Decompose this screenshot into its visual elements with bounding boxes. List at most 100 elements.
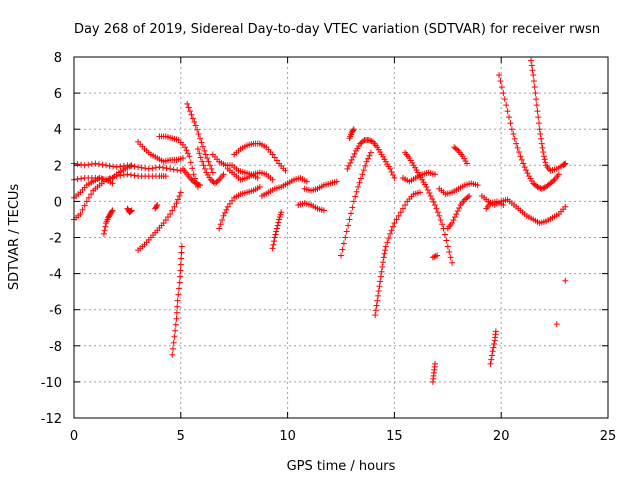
- data-point: [531, 84, 538, 91]
- series-arc-k: [169, 243, 185, 358]
- data-point: [373, 302, 380, 309]
- data-point: [464, 194, 471, 201]
- data-point: [380, 254, 387, 261]
- data-point: [367, 149, 374, 156]
- data-point: [541, 156, 548, 163]
- data-point: [350, 126, 357, 133]
- data-point: [160, 164, 166, 171]
- data-point: [194, 146, 201, 153]
- data-point: [377, 273, 384, 280]
- data-point: [194, 126, 201, 133]
- data-point: [138, 164, 145, 171]
- data-point: [402, 202, 409, 209]
- data-point: [190, 171, 197, 178]
- data-point: [520, 160, 527, 167]
- data-point: [153, 203, 160, 210]
- data-point: [489, 348, 496, 355]
- data-point: [269, 176, 276, 183]
- data-point: [388, 227, 395, 234]
- series-arc-q: [231, 140, 289, 174]
- data-point: [163, 165, 170, 172]
- data-point: [113, 164, 120, 171]
- data-point: [534, 183, 541, 190]
- data-point: [223, 206, 230, 213]
- series-arc-am: [553, 321, 560, 328]
- data-point: [177, 261, 184, 268]
- series-arc-h: [152, 202, 161, 212]
- data-point: [350, 153, 357, 160]
- data-point: [197, 154, 204, 161]
- data-point: [273, 157, 280, 164]
- data-point: [441, 231, 448, 238]
- data-point: [191, 118, 198, 125]
- data-point: [346, 216, 353, 223]
- data-point: [271, 154, 278, 161]
- data-point: [437, 217, 444, 224]
- data-point: [124, 171, 131, 178]
- data-point: [278, 209, 285, 216]
- y-tick-label: -8: [49, 340, 62, 355]
- data-point: [214, 177, 221, 184]
- data-point: [174, 303, 181, 310]
- data-point: [120, 171, 127, 178]
- data-point: [170, 166, 177, 173]
- data-point: [456, 205, 463, 212]
- data-point: [270, 241, 277, 248]
- data-point: [516, 149, 522, 156]
- data-point: [506, 114, 513, 121]
- series-arc-i: [135, 138, 186, 165]
- data-point: [497, 78, 504, 85]
- series-arc-af: [451, 144, 471, 167]
- data-point: [131, 172, 138, 179]
- x-tick-label: 10: [279, 429, 296, 444]
- data-point: [200, 162, 207, 169]
- data-point: [169, 351, 176, 358]
- data-point: [444, 243, 451, 250]
- data-point: [434, 209, 441, 216]
- data-point: [347, 159, 354, 166]
- series-arc-ac: [429, 252, 441, 261]
- data-point: [198, 139, 205, 146]
- data-point: [256, 183, 263, 190]
- data-point: [282, 167, 289, 174]
- data-point: [196, 150, 203, 157]
- data-point: [523, 167, 530, 174]
- data-point: [184, 150, 191, 157]
- data-point: [176, 279, 183, 286]
- data-point: [78, 161, 85, 168]
- series-arc-aa: [399, 169, 438, 185]
- data-point: [427, 192, 434, 199]
- data-point: [429, 254, 436, 261]
- data-point: [535, 184, 542, 191]
- data-point: [187, 108, 194, 115]
- data-point: [271, 234, 278, 241]
- data-point: [503, 102, 510, 109]
- series-arc-l: [179, 165, 204, 189]
- series-arc-c: [71, 162, 135, 223]
- data-point: [532, 90, 539, 97]
- y-tick-label: 2: [54, 159, 62, 174]
- data-point: [172, 327, 179, 334]
- data-point: [560, 161, 567, 168]
- data-point: [343, 228, 350, 235]
- data-point: [372, 307, 379, 314]
- data-point: [562, 160, 569, 167]
- data-point: [488, 356, 495, 363]
- data-point: [226, 200, 233, 207]
- data-point: [208, 165, 215, 172]
- data-point: [183, 147, 190, 154]
- data-point: [219, 217, 226, 224]
- data-point: [538, 140, 545, 147]
- data-point: [189, 115, 196, 122]
- data-point: [374, 297, 381, 304]
- data-point: [500, 202, 507, 209]
- data-point: [269, 151, 276, 158]
- data-point: [449, 259, 456, 266]
- data-point: [357, 175, 364, 182]
- data-point: [108, 208, 115, 215]
- data-point: [397, 209, 404, 216]
- data-point: [135, 164, 142, 171]
- data-point: [186, 153, 193, 160]
- data-point: [320, 207, 327, 214]
- data-point: [382, 243, 389, 250]
